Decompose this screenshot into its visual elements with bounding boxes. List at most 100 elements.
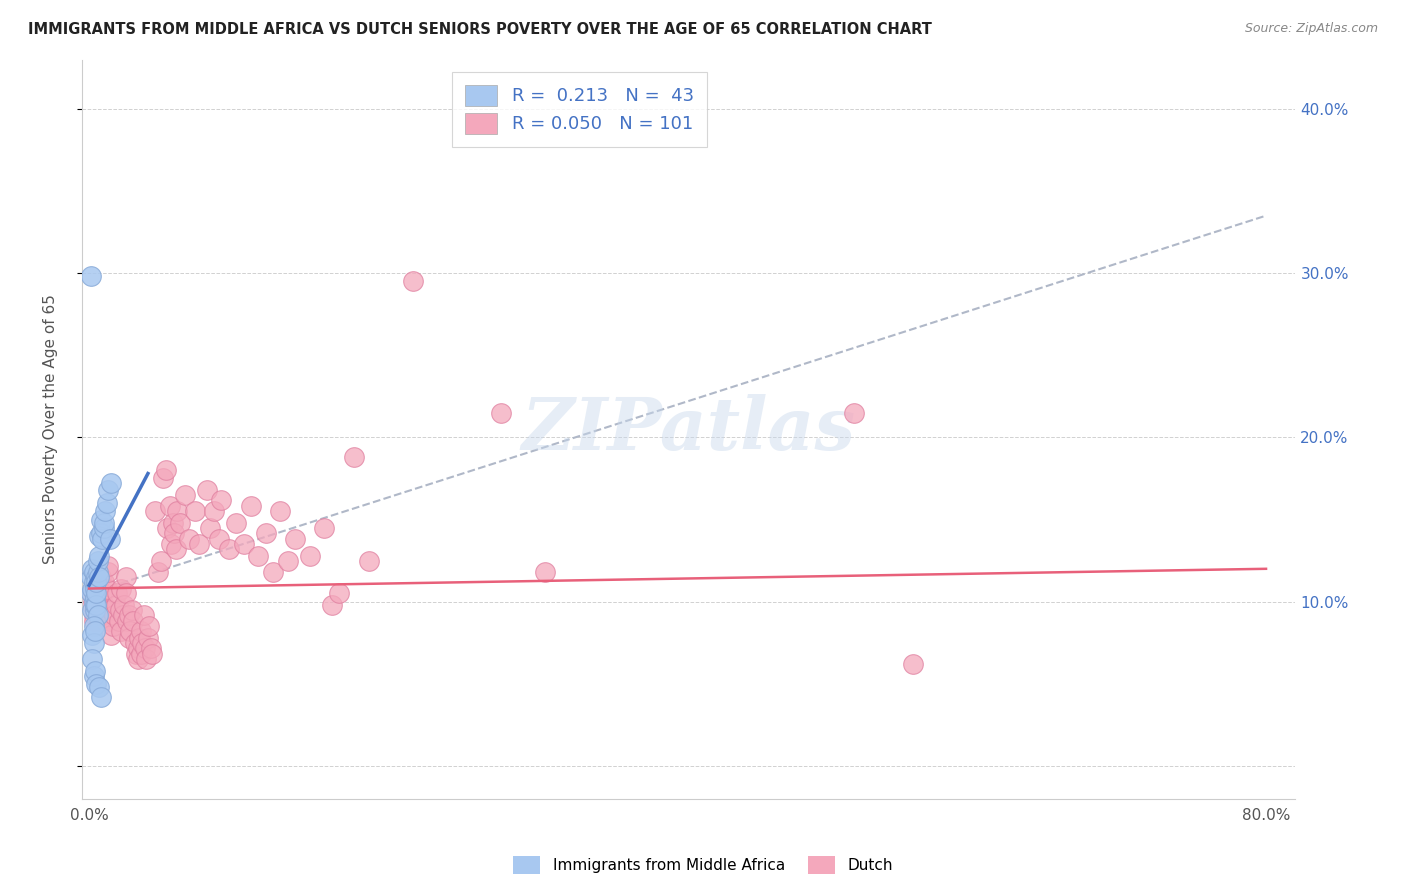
Point — [357, 553, 380, 567]
Point — [160, 537, 183, 551]
Point — [173, 488, 195, 502]
Point — [269, 504, 291, 518]
Point — [402, 274, 425, 288]
Point — [901, 657, 924, 671]
Point — [101, 619, 124, 633]
Point — [148, 565, 170, 579]
Point — [121, 603, 143, 617]
Point — [534, 565, 557, 579]
Point — [328, 586, 350, 600]
Point — [87, 607, 110, 622]
Point — [80, 598, 103, 612]
Point — [184, 504, 207, 518]
Point — [79, 586, 101, 600]
Point — [97, 558, 120, 573]
Point — [79, 570, 101, 584]
Point — [79, 269, 101, 284]
Point — [118, 607, 141, 622]
Point — [89, 570, 111, 584]
Point — [100, 603, 122, 617]
Point — [100, 476, 122, 491]
Point — [80, 562, 103, 576]
Point — [232, 537, 254, 551]
Point — [90, 570, 112, 584]
Point — [131, 636, 153, 650]
Point — [89, 615, 111, 629]
Point — [93, 598, 115, 612]
Point — [80, 652, 103, 666]
Point — [842, 406, 865, 420]
Point — [89, 529, 111, 543]
Point — [179, 533, 201, 547]
Point — [89, 607, 111, 622]
Point — [128, 631, 150, 645]
Point — [84, 603, 107, 617]
Point — [132, 607, 155, 622]
Point — [94, 504, 117, 518]
Point — [225, 516, 247, 530]
Point — [129, 647, 152, 661]
Point — [110, 624, 132, 639]
Point — [135, 652, 157, 666]
Point — [87, 553, 110, 567]
Point — [98, 615, 121, 629]
Point — [165, 542, 187, 557]
Y-axis label: Seniors Poverty Over the Age of 65: Seniors Poverty Over the Age of 65 — [44, 294, 58, 564]
Point — [139, 640, 162, 655]
Point — [156, 521, 179, 535]
Point — [80, 582, 103, 596]
Legend: R =  0.213   N =  43, R = 0.050   N = 101: R = 0.213 N = 43, R = 0.050 N = 101 — [453, 72, 707, 146]
Point — [93, 516, 115, 530]
Point — [284, 533, 307, 547]
Point — [166, 504, 188, 518]
Point — [298, 549, 321, 563]
Point — [83, 594, 105, 608]
Point — [207, 533, 229, 547]
Point — [90, 512, 112, 526]
Point — [96, 496, 118, 510]
Point — [86, 586, 108, 600]
Point — [152, 471, 174, 485]
Point — [247, 549, 270, 563]
Point — [91, 533, 114, 547]
Point — [83, 565, 105, 579]
Point — [262, 565, 284, 579]
Point — [83, 615, 105, 629]
Point — [89, 549, 111, 563]
Point — [115, 586, 138, 600]
Point — [84, 603, 107, 617]
Point — [239, 500, 262, 514]
Legend: Immigrants from Middle Africa, Dutch: Immigrants from Middle Africa, Dutch — [506, 850, 900, 880]
Point — [143, 504, 166, 518]
Point — [127, 640, 149, 655]
Point — [115, 570, 138, 584]
Point — [83, 668, 105, 682]
Point — [195, 483, 218, 497]
Point — [277, 553, 299, 567]
Point — [93, 521, 115, 535]
Point — [84, 570, 107, 584]
Point — [343, 450, 366, 464]
Point — [100, 627, 122, 641]
Point — [117, 615, 139, 629]
Point — [105, 586, 128, 600]
Point — [96, 582, 118, 596]
Point — [134, 640, 156, 655]
Point — [90, 598, 112, 612]
Point — [198, 521, 221, 535]
Point — [97, 565, 120, 579]
Point — [103, 607, 125, 622]
Point — [155, 463, 177, 477]
Point — [84, 598, 107, 612]
Point — [84, 664, 107, 678]
Point — [112, 598, 135, 612]
Point — [124, 636, 146, 650]
Point — [162, 516, 184, 530]
Point — [86, 570, 108, 584]
Point — [83, 607, 105, 622]
Point — [79, 586, 101, 600]
Point — [87, 603, 110, 617]
Point — [98, 533, 121, 547]
Point — [141, 647, 163, 661]
Point — [93, 574, 115, 589]
